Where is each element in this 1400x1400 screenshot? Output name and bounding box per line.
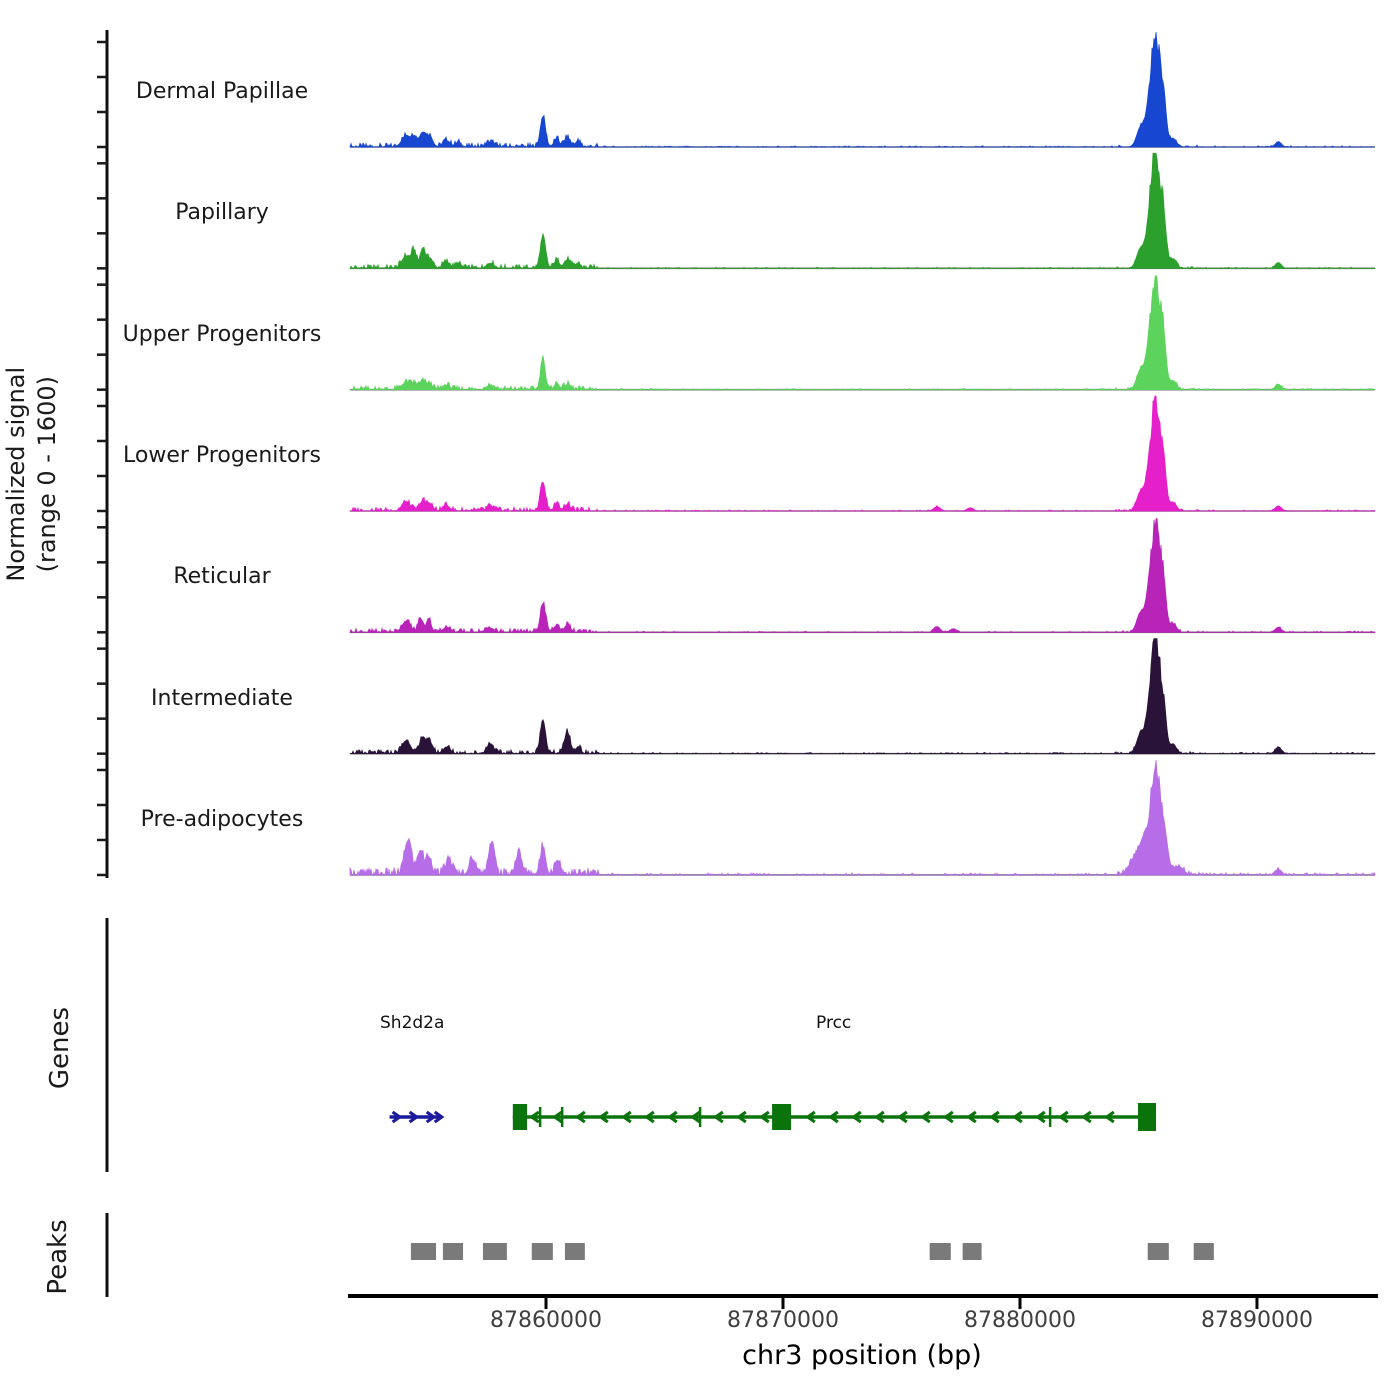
exon-block: [512, 1104, 528, 1130]
strand-arrow-left: [667, 1110, 678, 1124]
peak-interval: [962, 1243, 982, 1260]
peak-interval: [1147, 1243, 1169, 1260]
strand-arrow-left: [989, 1110, 1000, 1124]
strand-arrow-left: [1035, 1110, 1046, 1124]
x-axis: [348, 1294, 1378, 1309]
strand-arrow-left: [575, 1110, 586, 1124]
strand-arrow-right: [408, 1110, 420, 1124]
strand-arrow-left: [897, 1110, 908, 1124]
track-label-upper-progenitors: Upper Progenitors: [122, 321, 322, 347]
strand-arrow-left: [644, 1110, 655, 1124]
strand-arrow-left: [529, 1110, 540, 1124]
strand-arrow-left: [1012, 1110, 1023, 1124]
gene-model-prcc: [512, 1103, 1157, 1131]
strand-arrow-left: [1058, 1110, 1069, 1124]
peak-interval: [410, 1243, 437, 1260]
track-label-dermal-papillae: Dermal Papillae: [135, 79, 309, 104]
signal-track-lower-progenitors: [97, 395, 1376, 513]
signal-area: [349, 152, 1376, 270]
peaks-section-label: Peaks: [43, 1219, 73, 1295]
strand-arrow-left: [943, 1110, 954, 1124]
strand-arrow-left: [874, 1110, 885, 1124]
signal-track-upper-progenitors: [97, 274, 1376, 392]
strand-arrow-left: [621, 1110, 632, 1124]
genes-track: [389, 1103, 1157, 1131]
gene-label-prcc: Prcc: [816, 1013, 852, 1033]
exon-tick: [560, 1107, 564, 1127]
strand-arrow-left: [552, 1110, 563, 1124]
peak-interval: [531, 1243, 553, 1260]
x-axis-label: chr3 position (bp): [742, 1340, 982, 1371]
peak-interval: [929, 1243, 951, 1260]
signal-area: [349, 395, 1376, 513]
gene-model-sh2d2a: [389, 1110, 445, 1124]
strand-arrow-left: [1081, 1110, 1092, 1124]
exon-tick: [698, 1107, 702, 1127]
strand-arrow-left: [851, 1110, 862, 1124]
strand-arrow-left: [1104, 1110, 1115, 1124]
peak-interval: [442, 1243, 464, 1260]
track-label-intermediate: Intermediate: [151, 685, 293, 711]
y-axis-label-line2: (range 0 - 1600): [33, 375, 61, 573]
signal-track-pre-adipocytes: [97, 759, 1376, 877]
signal-track-dermal-papillae: [97, 31, 1375, 149]
peak-interval: [1193, 1243, 1214, 1260]
y-axis-label-line1: Normalized signal: [1, 366, 30, 582]
track-label-pre-adipocytes: Pre-adipocytes: [140, 806, 304, 832]
strand-arrow-left: [805, 1110, 816, 1124]
strand-arrow-left: [920, 1110, 931, 1124]
signal-track-intermediate: [97, 638, 1376, 755]
exon-block: [1138, 1103, 1157, 1131]
signal-area: [349, 517, 1376, 634]
signal-area: [349, 274, 1376, 392]
signal-track-papillary: [97, 152, 1376, 270]
strand-arrow-left: [598, 1110, 609, 1124]
strand-arrow-left: [759, 1110, 770, 1124]
exon-block: [772, 1104, 792, 1130]
signal-area: [349, 31, 1375, 149]
strand-arrow-left: [690, 1110, 701, 1124]
strand-arrow-right: [433, 1110, 445, 1124]
exon-tick: [1048, 1107, 1052, 1127]
exon-tick: [538, 1107, 542, 1127]
strand-arrow-left: [713, 1110, 724, 1124]
strand-arrow-right: [425, 1110, 437, 1124]
x-tick-label-87880000: 87880000: [963, 1308, 1076, 1333]
peak-interval: [482, 1243, 507, 1260]
gene-label-sh2d2a: Sh2d2a: [380, 1013, 445, 1033]
y-axis-label: Normalized signal (range 0 - 1600): [1, 294, 63, 654]
x-tick-label-87870000: 87870000: [726, 1308, 839, 1333]
signal-area: [349, 759, 1376, 877]
strand-arrow-left: [828, 1110, 839, 1124]
genes-section-label: Genes: [45, 1006, 75, 1090]
strand-arrow-left: [736, 1110, 747, 1124]
track-label-papillary: Papillary: [175, 200, 269, 226]
track-label-reticular: Reticular: [173, 564, 271, 590]
signal-track-reticular: [97, 517, 1376, 634]
peaks-track: [410, 1243, 1214, 1260]
x-tick-label-87860000: 87860000: [489, 1308, 602, 1333]
strand-arrow-left: [966, 1110, 977, 1124]
track-label-lower-progenitors: Lower Progenitors: [123, 442, 321, 468]
strand-arrow-right: [391, 1110, 403, 1124]
signal-area: [349, 638, 1376, 755]
peak-interval: [564, 1243, 585, 1260]
x-tick-label-87890000: 87890000: [1200, 1308, 1313, 1333]
